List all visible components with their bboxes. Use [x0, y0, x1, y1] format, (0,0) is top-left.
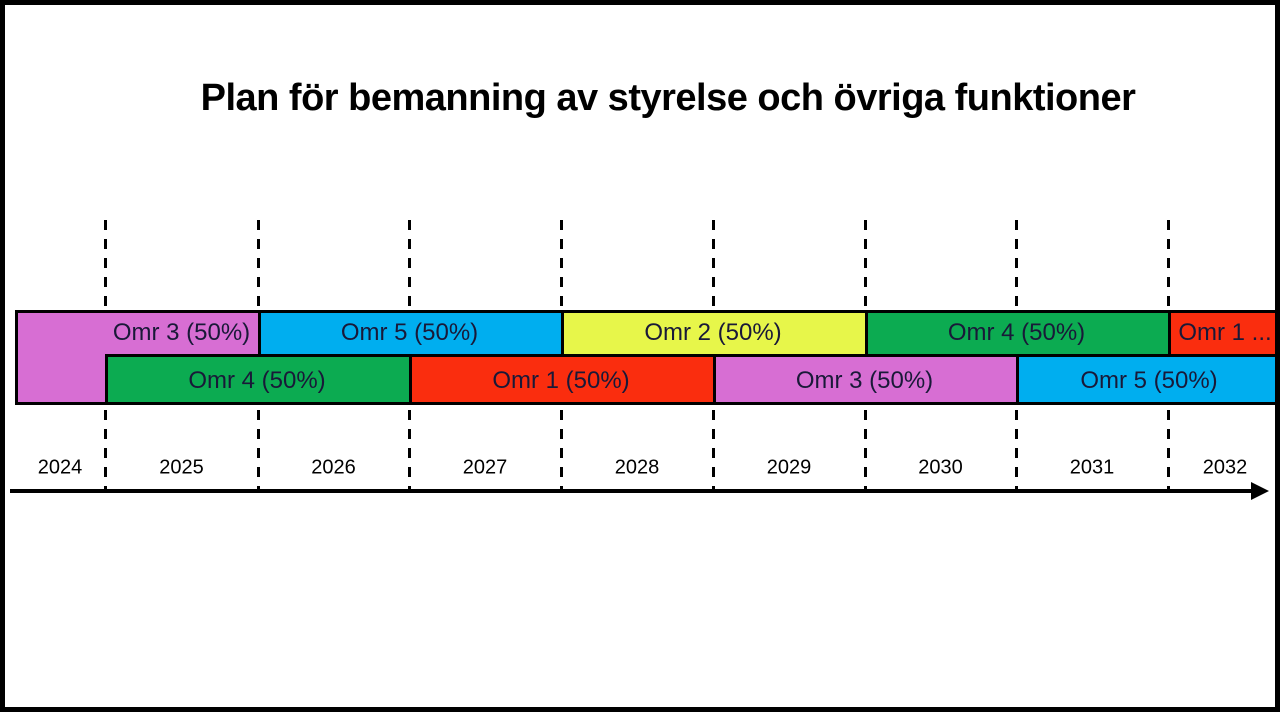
year-label-2027: 2027 — [462, 456, 508, 479]
bar-top-omr-2-50 — [561, 310, 868, 357]
bar-bottom-omr-1-50 — [409, 354, 716, 405]
year-label-2028: 2028 — [614, 456, 660, 479]
bar-top-omr-4-50 — [865, 310, 1171, 357]
bar-label-top-omr-3-50: Omr 3 (50%) — [112, 319, 251, 346]
bar-label-top-omr-4-50: Omr 4 (50%) — [947, 319, 1086, 346]
year-label-2026: 2026 — [311, 456, 356, 479]
arrowhead-icon — [1251, 482, 1269, 500]
year-label-2025: 2025 — [159, 456, 204, 479]
year-label-2024: 2024 — [37, 456, 83, 479]
bar-label-bottom-omr-3-50: Omr 3 (50%) — [795, 367, 934, 394]
bar-label-top-omr-5-50: Omr 5 (50%) — [340, 319, 479, 346]
year-label-2030: 2030 — [918, 456, 963, 479]
bar-label-bottom-omr-4-50: Omr 4 (50%) — [188, 367, 326, 394]
year-label-2029: 2029 — [766, 456, 812, 479]
bar-label-bottom-omr-5-50: Omr 5 (50%) — [1080, 367, 1218, 394]
bar-label-top-omr-1: Omr 1 ... — [1178, 319, 1272, 346]
bar-top-omr-5-50 — [258, 310, 564, 357]
chart-title: Plan för bemanning av styrelse och övrig… — [200, 77, 1136, 119]
timeline-axis-line — [10, 489, 1253, 493]
bar-top-omr-1 — [1168, 310, 1275, 357]
year-label-2031: 2031 — [1069, 456, 1115, 479]
year-label-2032: 2032 — [1202, 456, 1248, 479]
bar-label-top-omr-2-50: Omr 2 (50%) — [644, 319, 782, 346]
bar-label-bottom-omr-1-50: Omr 1 (50%) — [492, 367, 630, 394]
